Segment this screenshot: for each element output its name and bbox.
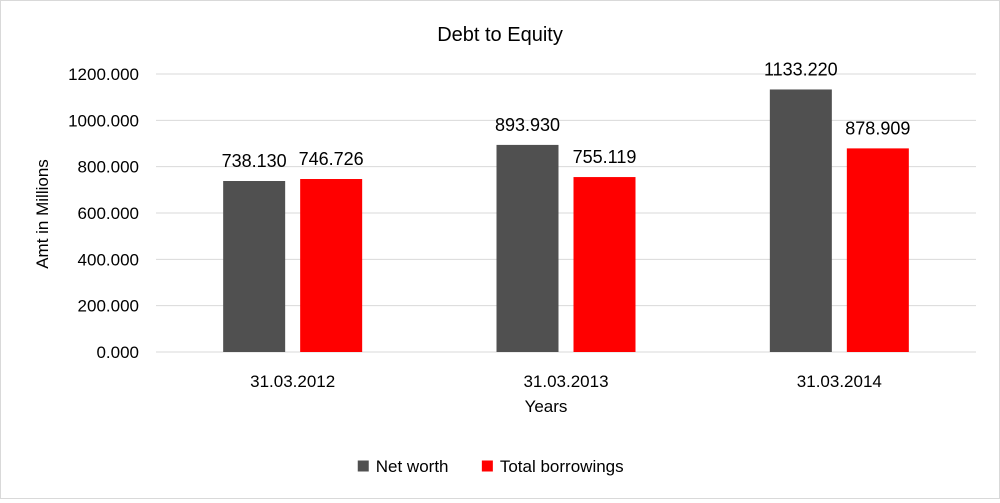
y-tick-label: 1200.000 — [68, 65, 139, 84]
bar-total-borrowings — [846, 148, 909, 352]
legend: Net worth Total borrowings — [357, 457, 624, 476]
data-label: 878.909 — [845, 118, 910, 138]
data-label: 1133.220 — [764, 59, 838, 79]
y-tick-label: 0.000 — [96, 343, 139, 362]
gridlines — [156, 73, 976, 353]
x-category-label: 31.03.2013 — [523, 372, 608, 391]
data-label: 893.930 — [495, 115, 560, 135]
y-tick-label: 400.000 — [78, 250, 139, 269]
y-axis-title: Amt in Millions — [33, 159, 52, 269]
bar-net-worth — [496, 144, 559, 352]
x-category-label: 31.03.2014 — [797, 372, 882, 391]
data-label: 746.726 — [299, 149, 364, 169]
y-tick-label: 200.000 — [78, 297, 139, 316]
y-tick-label: 600.000 — [78, 204, 139, 223]
x-axis-title: Years — [525, 397, 568, 416]
y-tick-label: 800.000 — [78, 158, 139, 177]
bar-total-borrowings — [300, 179, 363, 352]
x-category-label: 31.03.2012 — [250, 372, 335, 391]
legend-item: Total borrowings — [481, 457, 624, 476]
legend-swatch — [357, 460, 369, 472]
y-axis-ticks: 0.000 200.000 400.000 600.000 800.000 1000.00… — [68, 65, 139, 362]
bar-net-worth — [769, 89, 832, 352]
bars — [223, 89, 909, 352]
data-label: 755.119 — [573, 147, 637, 167]
y-tick-label: 1000.000 — [68, 111, 139, 130]
legend-swatch — [481, 460, 493, 472]
legend-label: Net worth — [376, 457, 449, 476]
data-label: 738.130 — [222, 151, 287, 171]
data-labels: 738.130 746.726 893.930 755.119 1133.220 878.… — [222, 59, 911, 171]
chart-title: Debt to Equity — [437, 24, 563, 46]
bar-total-borrowings — [573, 177, 636, 352]
legend-item: Net worth — [357, 457, 449, 476]
legend-label: Total borrowings — [500, 457, 624, 476]
bar-net-worth — [223, 180, 286, 352]
x-axis-categories: 31.03.2012 31.03.2013 31.03.2014 — [250, 372, 882, 391]
